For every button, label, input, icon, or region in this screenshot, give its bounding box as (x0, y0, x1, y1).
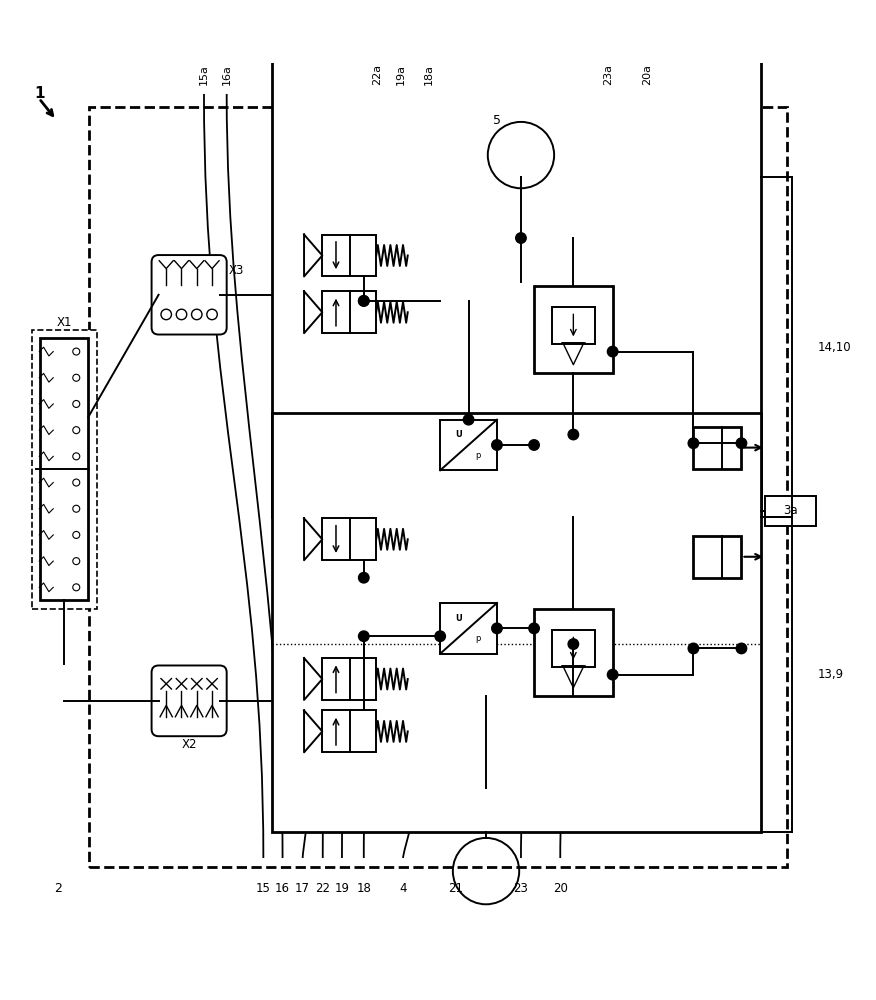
Text: 16: 16 (275, 882, 290, 895)
Circle shape (358, 296, 369, 306)
FancyBboxPatch shape (534, 609, 612, 696)
FancyBboxPatch shape (694, 536, 741, 578)
FancyBboxPatch shape (152, 255, 227, 335)
FancyBboxPatch shape (272, 413, 761, 832)
Circle shape (569, 639, 578, 649)
Circle shape (491, 623, 502, 634)
Text: 15a: 15a (199, 64, 209, 85)
FancyBboxPatch shape (322, 235, 376, 276)
FancyBboxPatch shape (322, 710, 376, 752)
Text: 5: 5 (493, 114, 501, 127)
Text: 22: 22 (315, 882, 330, 895)
Text: U: U (456, 430, 463, 439)
Circle shape (529, 623, 540, 634)
FancyBboxPatch shape (552, 307, 595, 344)
Text: p: p (476, 634, 481, 643)
Text: 22a: 22a (372, 64, 382, 85)
Text: 19: 19 (335, 882, 350, 895)
Circle shape (736, 643, 746, 654)
FancyBboxPatch shape (440, 603, 497, 654)
Text: p: p (476, 451, 481, 460)
Circle shape (689, 643, 699, 654)
Circle shape (689, 438, 699, 448)
Circle shape (516, 233, 526, 243)
Text: 23a: 23a (604, 64, 613, 85)
Text: 15: 15 (256, 882, 271, 895)
Text: 18: 18 (357, 882, 371, 895)
FancyBboxPatch shape (534, 286, 612, 373)
Circle shape (435, 631, 445, 641)
FancyBboxPatch shape (152, 665, 227, 736)
FancyBboxPatch shape (322, 658, 376, 700)
FancyBboxPatch shape (766, 496, 816, 526)
Circle shape (736, 438, 746, 448)
Circle shape (607, 346, 618, 357)
FancyBboxPatch shape (32, 330, 97, 609)
Text: X3: X3 (229, 264, 244, 277)
Text: 14,10: 14,10 (818, 341, 851, 354)
Text: 18a: 18a (424, 64, 434, 85)
Text: 19a: 19a (396, 64, 406, 85)
Text: X2: X2 (181, 738, 197, 751)
Circle shape (358, 631, 369, 641)
FancyBboxPatch shape (552, 630, 595, 667)
Text: 13,9: 13,9 (818, 668, 844, 681)
FancyBboxPatch shape (694, 427, 741, 469)
Text: 23: 23 (513, 882, 528, 895)
Circle shape (491, 440, 502, 450)
Text: 21: 21 (448, 882, 463, 895)
FancyBboxPatch shape (272, 0, 761, 517)
FancyBboxPatch shape (322, 518, 376, 560)
Text: 20: 20 (553, 882, 568, 895)
Text: 3a: 3a (783, 504, 798, 517)
Text: 17: 17 (295, 882, 310, 895)
Text: 2: 2 (54, 882, 62, 895)
Text: U: U (456, 614, 463, 623)
FancyBboxPatch shape (322, 291, 376, 333)
Circle shape (358, 572, 369, 583)
Text: 1: 1 (34, 86, 45, 101)
FancyBboxPatch shape (40, 338, 88, 600)
Circle shape (607, 669, 618, 680)
Circle shape (358, 296, 369, 306)
Circle shape (529, 440, 540, 450)
FancyBboxPatch shape (440, 420, 497, 470)
Text: 16a: 16a (222, 64, 231, 85)
Text: X1: X1 (57, 316, 72, 329)
Circle shape (569, 429, 578, 440)
Circle shape (463, 414, 474, 425)
Text: 4: 4 (399, 882, 406, 895)
Text: 20a: 20a (643, 64, 653, 85)
